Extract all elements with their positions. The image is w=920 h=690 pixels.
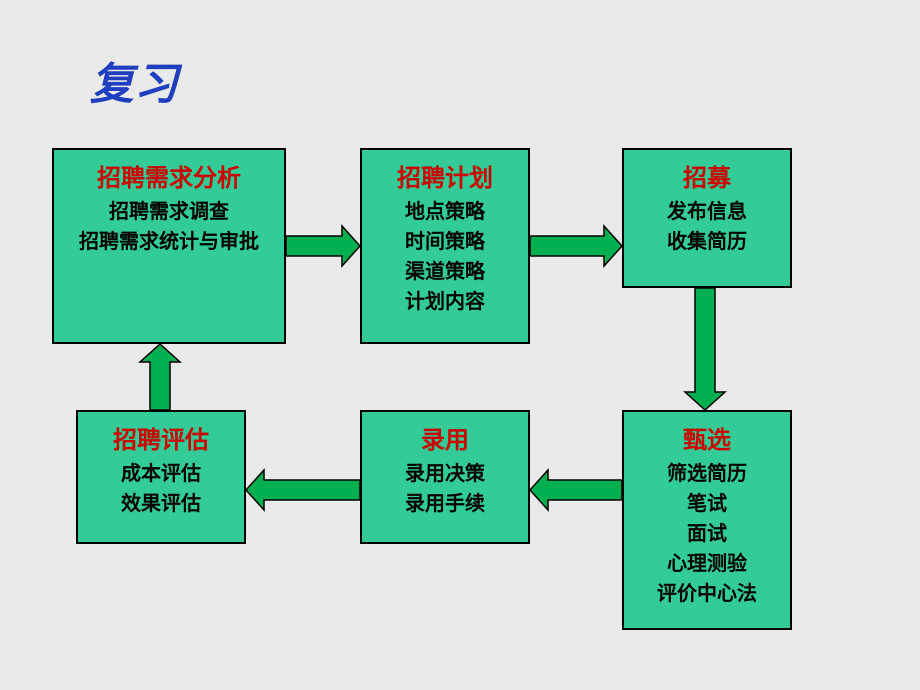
box-title: 招聘需求分析 [97, 158, 241, 193]
box-item: 成本评估 [121, 459, 201, 489]
box-title: 招聘评估 [113, 420, 209, 455]
box-item: 录用决策 [405, 459, 485, 489]
box-item: 评价中心法 [657, 579, 757, 609]
box-b5: 录用录用决策录用手续 [360, 410, 530, 544]
box-item: 筛选简历 [667, 459, 747, 489]
page-title: 复习 [90, 48, 178, 112]
box-item: 发布信息 [667, 197, 747, 227]
arrow-a6 [140, 344, 180, 410]
arrow-a5 [246, 470, 360, 510]
box-item: 招聘需求调查 [109, 197, 229, 227]
box-item: 效果评估 [121, 489, 201, 519]
box-item: 录用手续 [405, 489, 485, 519]
box-b4: 甄选筛选简历笔试面试心理测验评价中心法 [622, 410, 792, 630]
box-title: 甄选 [683, 420, 731, 455]
box-item: 心理测验 [667, 549, 747, 579]
box-title: 招募 [683, 158, 731, 193]
box-item: 时间策略 [405, 227, 485, 257]
arrow-a4 [530, 470, 622, 510]
arrow-a3 [685, 288, 725, 410]
box-b6: 招聘评估成本评估效果评估 [76, 410, 246, 544]
box-title: 录用 [421, 420, 469, 455]
box-title: 招聘计划 [397, 158, 493, 193]
box-item: 面试 [687, 519, 727, 549]
box-item: 渠道策略 [405, 257, 485, 287]
box-item: 收集简历 [667, 227, 747, 257]
box-item: 地点策略 [405, 197, 485, 227]
arrow-a2 [530, 226, 622, 266]
box-b3: 招募发布信息收集简历 [622, 148, 792, 288]
box-item: 计划内容 [405, 287, 485, 317]
box-b2: 招聘计划地点策略时间策略渠道策略计划内容 [360, 148, 530, 344]
box-b1: 招聘需求分析招聘需求调查招聘需求统计与审批 [52, 148, 286, 344]
box-item: 笔试 [687, 489, 727, 519]
box-item: 招聘需求统计与审批 [79, 227, 259, 257]
arrow-a1 [286, 226, 360, 266]
